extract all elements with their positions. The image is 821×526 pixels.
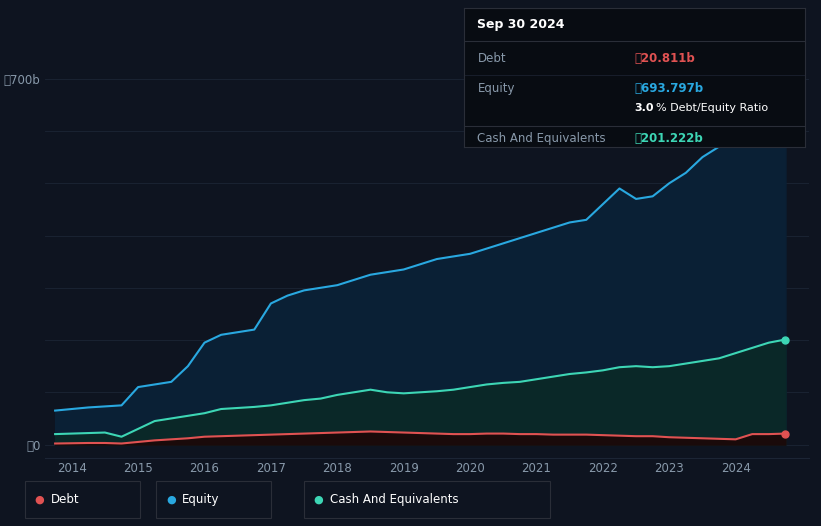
Text: Sep 30 2024: Sep 30 2024 — [478, 18, 565, 31]
Text: Equity: Equity — [182, 493, 220, 506]
Text: Cash And Equivalents: Cash And Equivalents — [330, 493, 459, 506]
Text: Cash And Equivalents: Cash And Equivalents — [478, 133, 606, 145]
Text: Debt: Debt — [478, 52, 506, 65]
Text: ₷20.811b: ₷20.811b — [635, 52, 695, 65]
Text: ₷201.222b: ₷201.222b — [635, 133, 703, 145]
Text: ●: ● — [314, 494, 323, 505]
Text: ●: ● — [166, 494, 176, 505]
Text: 3.0: 3.0 — [635, 103, 654, 113]
Text: % Debt/Equity Ratio: % Debt/Equity Ratio — [656, 103, 768, 113]
Text: ₷693.797b: ₷693.797b — [635, 82, 704, 95]
Text: ●: ● — [34, 494, 44, 505]
Text: Debt: Debt — [51, 493, 80, 506]
Text: Equity: Equity — [478, 82, 515, 95]
